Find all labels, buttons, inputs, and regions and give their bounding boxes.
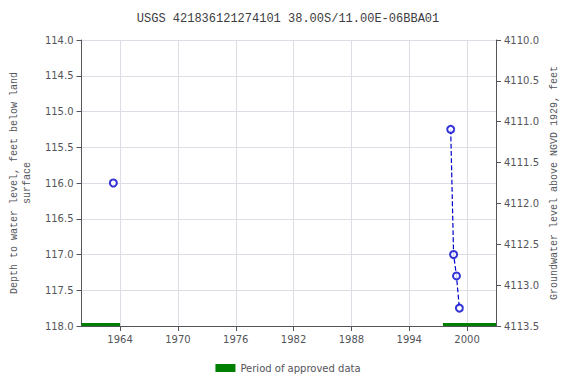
svg-text:1982: 1982 [281,334,306,345]
svg-text:Depth to water level, feet bel: Depth to water level, feet below land [9,72,20,294]
svg-text:114.5: 114.5 [45,70,74,81]
svg-text:4111.0: 4111.0 [504,116,539,127]
svg-text:surface: surface [22,162,33,204]
svg-text:Period of approved data: Period of approved data [240,363,360,374]
svg-text:1988: 1988 [339,334,364,345]
svg-text:1964: 1964 [107,334,132,345]
svg-text:2000: 2000 [454,334,479,345]
svg-text:4110.0: 4110.0 [504,35,539,46]
svg-text:116.0: 116.0 [45,178,74,189]
svg-text:Groundwater level above NGVD 1: Groundwater level above NGVD 1929, feet [549,66,560,300]
svg-text:116.5: 116.5 [45,213,74,224]
svg-text:114.0: 114.0 [45,35,74,46]
svg-text:117.0: 117.0 [45,249,74,260]
svg-text:4111.5: 4111.5 [504,157,539,168]
svg-text:4112.0: 4112.0 [504,198,539,209]
svg-text:117.5: 117.5 [45,285,74,296]
svg-text:4113.0: 4113.0 [504,280,539,291]
svg-text:115.5: 115.5 [45,142,74,153]
svg-text:1994: 1994 [397,334,422,345]
svg-text:4113.5: 4113.5 [504,321,539,332]
svg-text:115.0: 115.0 [45,106,74,117]
svg-text:1970: 1970 [165,334,190,345]
svg-text:4112.5: 4112.5 [504,239,539,250]
svg-text:118.0: 118.0 [45,321,74,332]
svg-text:USGS 421836121274101 38.00S/11: USGS 421836121274101 38.00S/11.00E-06BBA… [137,12,439,26]
svg-text:1976: 1976 [223,334,248,345]
svg-text:4110.5: 4110.5 [504,75,539,86]
